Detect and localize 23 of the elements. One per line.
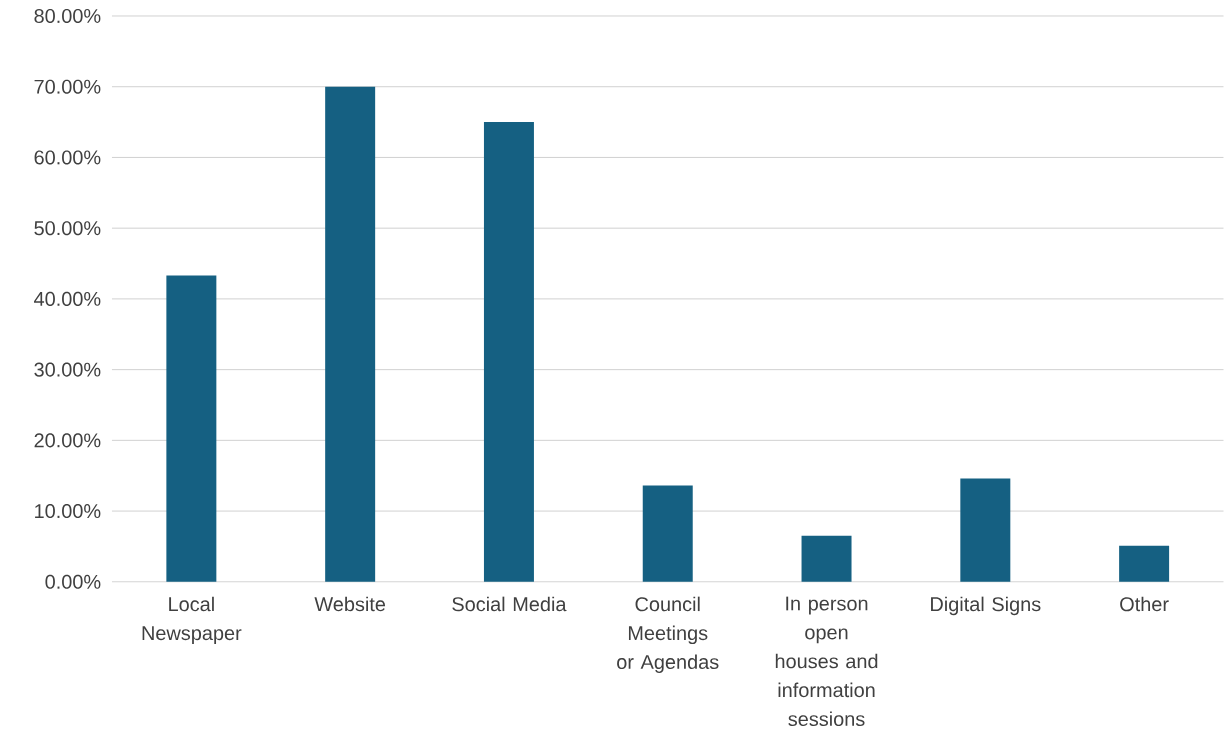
y-tick-label: 60.00% (34, 150, 101, 165)
x-tick-label: Council Meetings or Agendas (617, 596, 719, 674)
y-tick-label: 20.00% (34, 433, 101, 448)
y-tick-label: 40.00% (34, 291, 101, 307)
y-tick-label: 10.00% (35, 504, 101, 519)
y-tick-label: 0.00% (45, 574, 101, 589)
bar (801, 535, 852, 582)
bar (1119, 545, 1170, 582)
x-tick-label: Digital Signs (931, 596, 1041, 616)
x-tick-label: Social Media (452, 596, 567, 612)
bar (960, 478, 1011, 582)
x-tick-label: Local Newspaper (142, 596, 242, 645)
bar (325, 86, 376, 582)
y-tick-label: 70.00% (34, 79, 101, 94)
bar (166, 275, 217, 582)
y-tick-label: 80.00% (34, 9, 101, 24)
x-tick-label: Other (1120, 596, 1169, 612)
y-tick-label: 50.00% (34, 221, 101, 236)
bar (642, 485, 693, 582)
x-tick-label: Website (314, 596, 386, 612)
bar (483, 122, 534, 582)
y-tick-label: 30.00% (34, 362, 101, 377)
x-tick-label: In person open houses and information sessions (775, 596, 878, 727)
